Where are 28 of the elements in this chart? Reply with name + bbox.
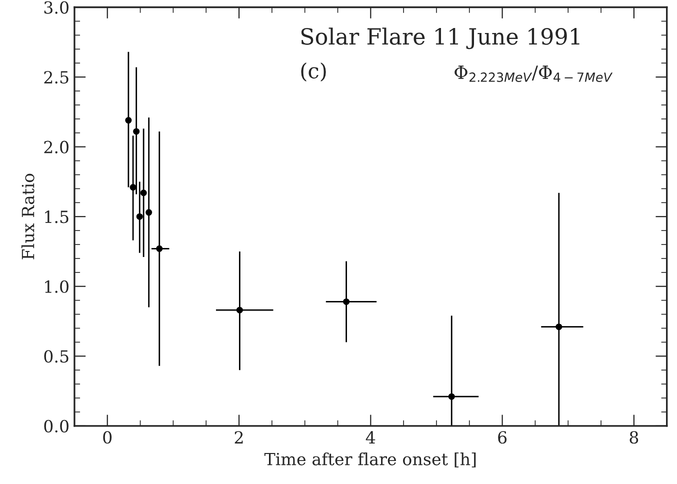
point <box>156 245 163 252</box>
point <box>133 128 140 135</box>
annotation: Solar Flare 11 June 1991 <box>301 28 580 50</box>
y-tick-label: 0.5 <box>44 350 68 363</box>
point <box>140 190 147 196</box>
annotation: Φ$_{2.223MeV}$/Φ$_{4−7MeV}$ <box>454 66 613 82</box>
point <box>146 209 152 216</box>
y-tick-label: 2.5 <box>44 71 68 84</box>
x-axis-title: Time after flare onset [h] <box>264 452 476 468</box>
x-tick-label: 2 <box>234 431 243 444</box>
point <box>125 117 132 124</box>
point <box>448 393 455 400</box>
x-tick-label: 4 <box>366 431 376 444</box>
point <box>343 298 350 305</box>
x-tick-label: 6 <box>498 431 507 444</box>
y-tick-label: 3.0 <box>44 1 69 14</box>
x-tick-label: 0 <box>103 431 112 444</box>
y-tick-label: 0.0 <box>44 420 69 432</box>
annotation: (c) <box>301 62 326 82</box>
y-tick-label: 2.0 <box>44 140 69 154</box>
y-tick-label: 1.5 <box>45 210 68 224</box>
point <box>236 306 243 314</box>
y-axis-title: Flux Ratio <box>21 174 34 260</box>
point <box>136 213 143 220</box>
point <box>130 184 136 191</box>
y-tick-label: 1.0 <box>45 280 69 293</box>
x-tick-label: 8 <box>630 431 638 444</box>
point <box>556 324 562 330</box>
